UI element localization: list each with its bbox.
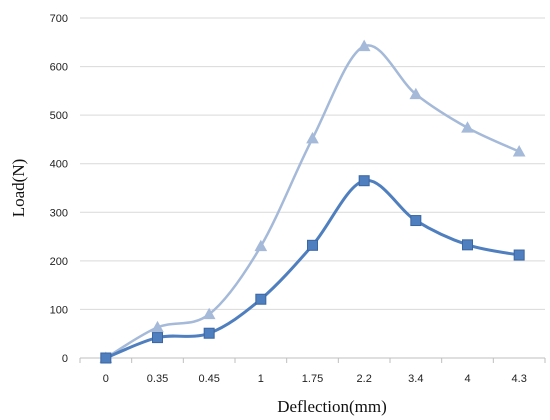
y-tick-label: 600 — [50, 62, 68, 74]
triangle-point — [254, 239, 268, 252]
series-square — [100, 175, 525, 364]
triangle-point — [151, 320, 164, 333]
x-tick-label: 0.35 — [147, 373, 168, 385]
square-point — [513, 249, 525, 261]
tick-labels: 0 100 200 300 400 500 600 700 0 0.35 0.45 1 1.75 2.2 3… — [50, 13, 527, 385]
triangle-point — [306, 131, 319, 144]
square-point — [307, 239, 318, 251]
y-tick-label: 500 — [50, 110, 68, 122]
triangle-point — [357, 39, 371, 52]
y-tick-label: 100 — [50, 304, 68, 316]
square-point — [462, 239, 473, 251]
y-tick-label: 300 — [50, 207, 68, 219]
x-tick-label: 1 — [258, 373, 264, 385]
square-point — [203, 327, 215, 339]
x-tick-label: 4.3 — [512, 373, 527, 385]
square-point — [152, 332, 163, 344]
x-tick-label: 2.2 — [357, 373, 372, 385]
series-group — [99, 39, 526, 364]
x-tick-label: 4 — [464, 373, 470, 385]
triangle-point — [512, 145, 526, 157]
series-line — [104, 179, 521, 360]
x-tick-label: 0.45 — [198, 373, 219, 385]
y-axis-title: Load(N) — [9, 159, 28, 218]
y-tick-label: 200 — [50, 256, 68, 268]
square-point — [100, 352, 112, 364]
x-tick-label: 0 — [103, 373, 109, 385]
triangle-point — [202, 307, 216, 320]
series-triangle — [99, 39, 526, 363]
y-tick-label: 0 — [62, 353, 68, 365]
x-tick-label: 3.4 — [408, 373, 423, 385]
gridlines — [80, 17, 545, 310]
square-point — [358, 175, 370, 187]
square-point — [255, 293, 267, 305]
y-tick-label: 400 — [50, 159, 68, 171]
series-line — [104, 44, 521, 360]
axes — [79, 357, 546, 363]
x-axis-title: Deflection(mm) — [277, 397, 387, 416]
triangle-point — [461, 121, 474, 133]
y-tick-label: 700 — [50, 13, 68, 25]
square-point — [410, 215, 422, 227]
x-tick-label: 1.75 — [302, 373, 323, 385]
triangle-point — [409, 87, 423, 100]
